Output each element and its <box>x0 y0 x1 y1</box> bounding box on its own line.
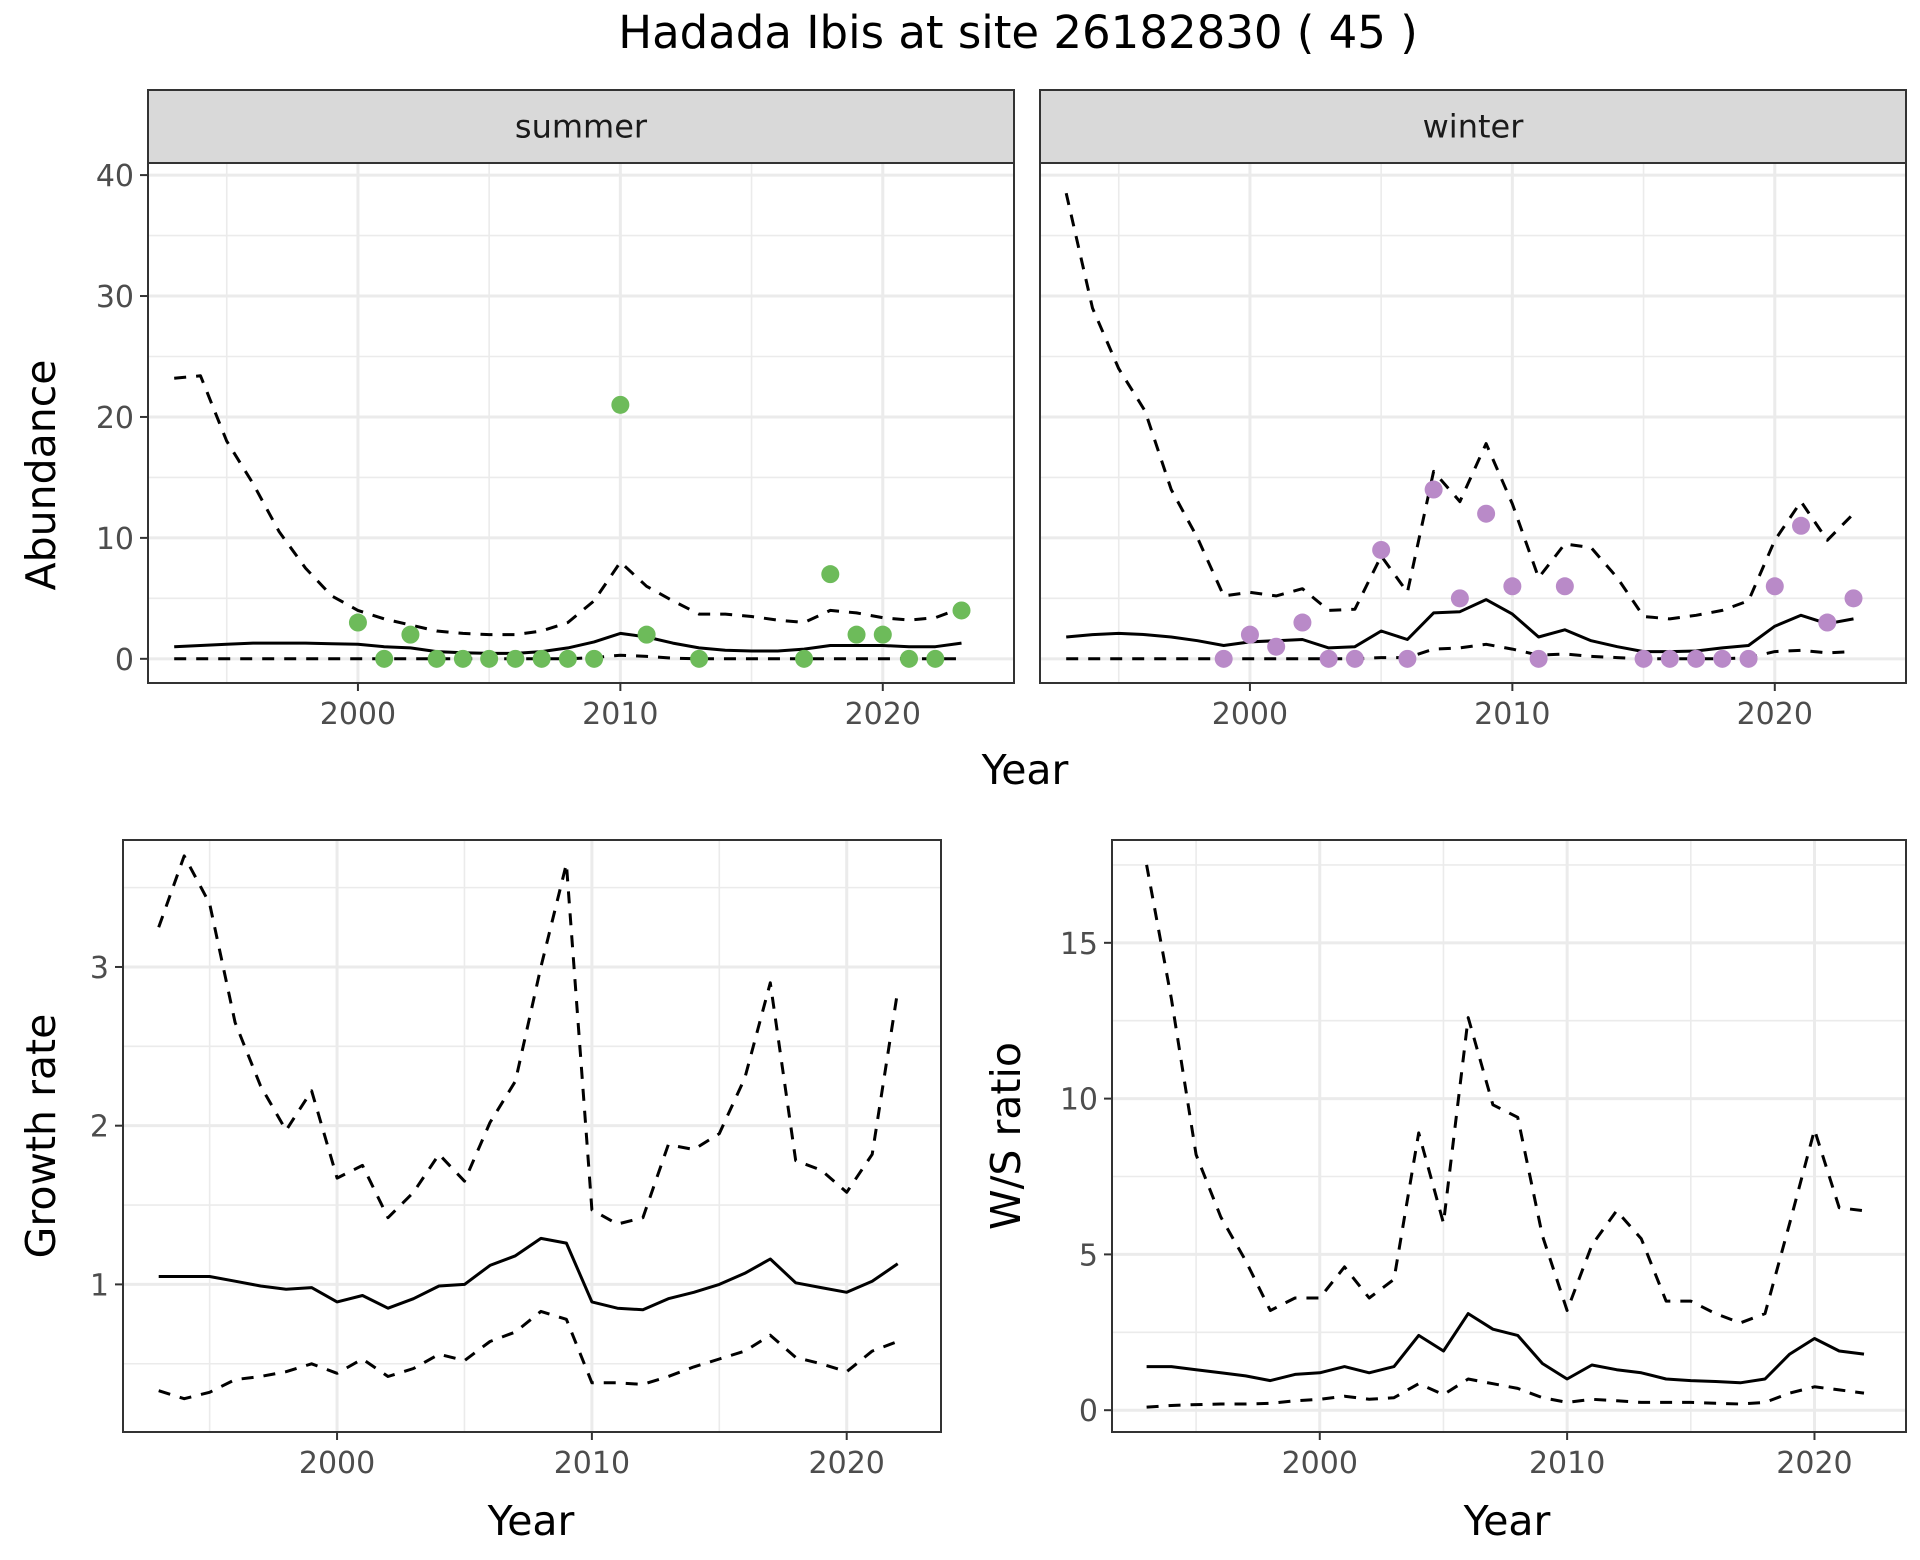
x-tick-label: 2020 <box>1737 697 1813 732</box>
growth-panel: 2000 2010 2020 1 2 3 <box>90 839 942 1481</box>
data-point <box>821 565 840 584</box>
data-point <box>1398 649 1417 668</box>
x-tick-label: 2000 <box>299 1446 375 1481</box>
plot-area <box>148 163 1014 683</box>
data-point <box>1319 649 1338 668</box>
data-point <box>1792 516 1811 535</box>
panel-border <box>1111 839 1907 1433</box>
data-point <box>1240 625 1259 644</box>
y-tick-label: 20 <box>96 401 134 436</box>
x-tick-label: 2010 <box>554 1446 630 1481</box>
series-line-bound-2 <box>1146 1377 1865 1409</box>
y-tick-label: 10 <box>1060 1083 1098 1118</box>
x-tick-label: 2020 <box>845 697 921 732</box>
data-point <box>1765 577 1784 596</box>
series-line-bound-1 <box>1145 864 1865 1325</box>
data-point <box>1293 613 1312 632</box>
y-tick-label: 2 <box>90 1110 109 1145</box>
series-line-mean <box>158 1236 899 1312</box>
data-point <box>1477 504 1496 523</box>
data-point <box>1713 649 1732 668</box>
data-point <box>926 649 945 668</box>
x-tick-label: 2000 <box>1282 1446 1358 1481</box>
y-tick-label: 30 <box>96 280 134 315</box>
series-line-mean <box>174 631 962 655</box>
data-point <box>375 649 394 668</box>
plot-area <box>1112 840 1906 1432</box>
plot-area <box>123 840 941 1432</box>
winter-panel: winter 2000 2010 2020 <box>1039 89 1907 732</box>
data-point <box>1424 480 1443 499</box>
y-tick-label: 3 <box>90 951 109 986</box>
data-point <box>1529 649 1548 668</box>
data-point <box>427 649 446 668</box>
y-tick-label: 15 <box>1060 927 1098 962</box>
data-point <box>1503 577 1522 596</box>
y-tick-label: 10 <box>96 522 134 557</box>
ws-x-axis-title: Year <box>1463 1497 1551 1545</box>
data-point <box>506 649 525 668</box>
data-point <box>453 649 472 668</box>
strip-label: winter <box>1423 108 1525 146</box>
strip-header <box>1039 89 1907 164</box>
x-tick-label: 2020 <box>1776 1446 1852 1481</box>
figure-title: Hadada Ibis at site 26182830 ( 45 ) <box>618 6 1418 59</box>
data-point <box>1214 649 1233 668</box>
top-y-axis-title: Abundance <box>17 360 65 591</box>
series-line-mean <box>1066 598 1854 654</box>
data-point <box>900 649 919 668</box>
data-point <box>1267 637 1286 656</box>
plot-area <box>1040 163 1906 683</box>
series-line-bound-1 <box>157 854 900 1226</box>
ws-panel: 2000 2010 2020 0 5 10 15 <box>1060 839 1907 1481</box>
growth-x-axis-title: Year <box>487 1497 575 1545</box>
y-tick-label: 0 <box>115 643 134 678</box>
series-line-bound-2 <box>158 1309 899 1401</box>
data-point <box>1450 589 1469 608</box>
data-point <box>1345 649 1364 668</box>
strip-label: summer <box>515 108 648 146</box>
x-tick-label: 2010 <box>1529 1446 1605 1481</box>
data-point <box>532 649 551 668</box>
summer-panel: summer 2000 2010 2020 0 10 20 30 40 <box>96 89 1015 732</box>
data-point <box>611 395 630 414</box>
data-point <box>348 613 367 632</box>
data-point <box>1818 613 1837 632</box>
x-tick-label: 2000 <box>320 697 396 732</box>
y-tick-label: 5 <box>1079 1238 1098 1273</box>
data-point <box>558 649 577 668</box>
y-tick-label: 40 <box>96 159 134 194</box>
data-point <box>952 601 971 620</box>
x-tick-label: 2010 <box>1474 697 1550 732</box>
data-point <box>585 649 604 668</box>
data-point <box>401 625 420 644</box>
x-tick-label: 2000 <box>1212 697 1288 732</box>
y-tick-label: 0 <box>1079 1394 1098 1429</box>
data-point <box>1555 577 1574 596</box>
y-tick-label: 1 <box>90 1268 109 1303</box>
data-point <box>847 625 866 644</box>
strip-header <box>147 89 1015 164</box>
series-line-mean <box>1146 1312 1865 1385</box>
data-point <box>480 649 499 668</box>
data-point <box>637 625 656 644</box>
data-point <box>1660 649 1679 668</box>
series-line-bound-1 <box>1064 192 1855 621</box>
top-x-axis-title: Year <box>981 746 1069 794</box>
data-point <box>1634 649 1653 668</box>
growth-y-axis-title: Growth rate <box>17 1014 65 1259</box>
data-point <box>1372 540 1391 559</box>
panel-border <box>122 839 942 1433</box>
x-tick-label: 2020 <box>809 1446 885 1481</box>
data-point <box>690 649 709 668</box>
series-line-bound-1 <box>174 374 963 637</box>
ws-y-axis-title: W/S ratio <box>982 1042 1030 1230</box>
data-point <box>1739 649 1758 668</box>
data-point <box>1844 589 1863 608</box>
x-tick-label: 2010 <box>582 697 658 732</box>
data-point <box>795 649 814 668</box>
data-point <box>873 625 892 644</box>
data-point <box>1687 649 1706 668</box>
